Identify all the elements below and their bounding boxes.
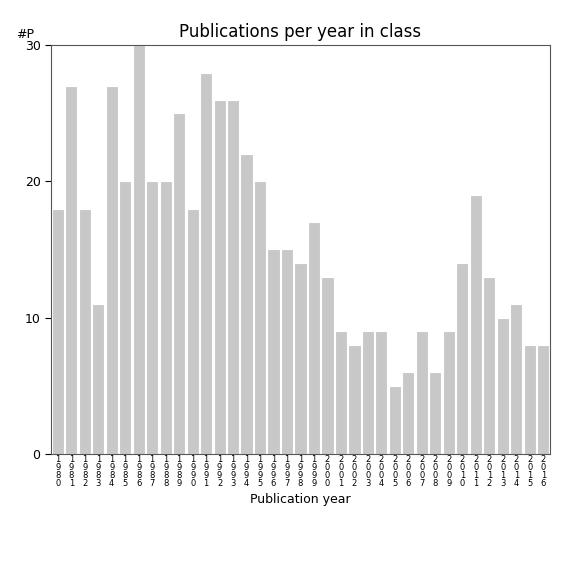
Bar [79,209,91,454]
Bar [119,181,132,454]
Bar [240,154,253,454]
Bar [537,345,549,454]
Bar [362,331,374,454]
Bar [469,195,482,454]
Bar [133,45,145,454]
Bar [416,331,428,454]
Bar [429,372,442,454]
Bar [294,263,307,454]
Bar [281,249,293,454]
Bar [227,100,239,454]
Bar [510,304,522,454]
Bar [65,86,77,454]
Bar [268,249,280,454]
Bar [200,73,212,454]
Bar [456,263,468,454]
Bar [159,181,172,454]
Bar [497,318,509,454]
Bar [524,345,536,454]
Bar [335,331,347,454]
Bar [187,209,198,454]
Bar [443,331,455,454]
Bar [92,304,104,454]
Bar [389,386,401,454]
Bar [348,345,361,454]
Bar [375,331,387,454]
Bar [214,100,226,454]
Bar [321,277,333,454]
Bar [308,222,320,454]
Bar [403,372,414,454]
Text: #P: #P [16,28,34,41]
Bar [52,209,64,454]
Bar [483,277,496,454]
Bar [173,113,185,454]
Title: Publications per year in class: Publications per year in class [179,23,422,41]
Bar [254,181,266,454]
Bar [105,86,118,454]
Bar [146,181,158,454]
X-axis label: Publication year: Publication year [250,493,351,506]
